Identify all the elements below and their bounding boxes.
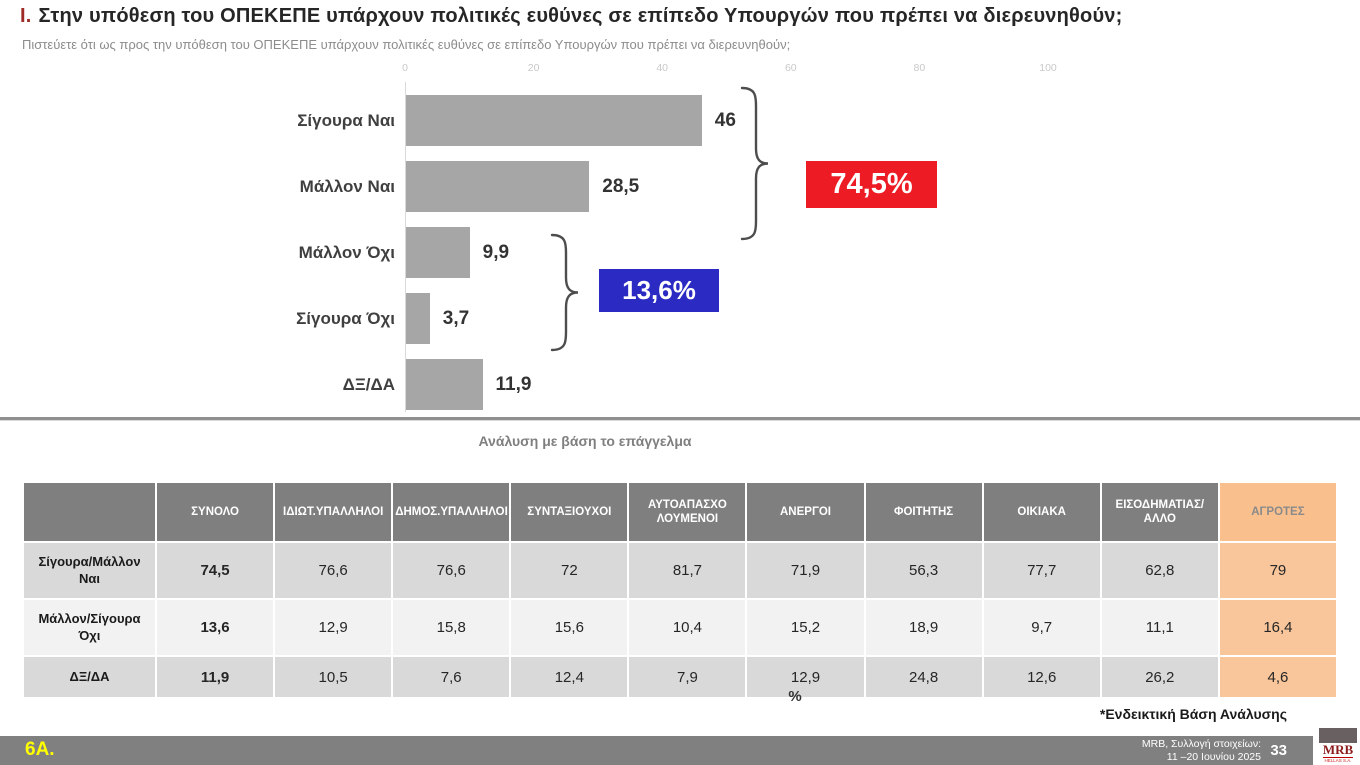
table-cell: 18,9 (865, 600, 982, 655)
table-cell: 56,3 (865, 543, 982, 598)
logo-mark (1319, 728, 1357, 743)
table-cell: 12,4 (511, 657, 628, 697)
table-cell: 7,6 (393, 657, 510, 697)
table-cell: 71,9 (747, 543, 864, 598)
x-axis-tick: 0 (402, 62, 408, 74)
table-cell: 76,6 (275, 543, 392, 598)
table-header-cell: ΕΙΣΟΔΗΜΑΤΙΑΣ/ ΑΛΛΟ (1101, 483, 1218, 541)
table-cell: 15,6 (511, 600, 628, 655)
bar (406, 161, 590, 212)
page-title: Ι. Στην υπόθεση του ΟΠΕΚΕΠΕ υπάρχουν πολι… (20, 5, 1123, 28)
summary-badge-no: 13,6% (599, 269, 719, 312)
bar-value-label: 11,9 (495, 374, 532, 395)
bar-row: Μάλλον Όχι 9,9 (0, 227, 1360, 278)
row-label-cell: Μάλλον/Σίγουρα Όχι (24, 600, 155, 655)
footer-bar: 6Α. MRB, Συλλογή στοιχείων: 11 –20 Ιουνί… (0, 736, 1313, 765)
unit-label: % (788, 688, 802, 705)
table-header-cell: ΔΗΜΟΣ.ΥΠΑΛΛΗΛΟΙ (393, 483, 510, 541)
table-cell: 11,1 (1101, 600, 1218, 655)
bar-value-label: 46 (714, 110, 736, 131)
table-header-cell: ΟΙΚΙΑΚΑ (983, 483, 1100, 541)
source-line1: MRB, Συλλογή στοιχείων: (1141, 738, 1261, 750)
table-cell: 12,9 (275, 600, 392, 655)
table-cell: 62,8 (1101, 543, 1218, 598)
table-header-cell: ΣΥΝΤΑΞΙΟΥΧΟΙ (511, 483, 628, 541)
table-cell: 15,8 (393, 600, 510, 655)
table-cell: 4,6 (1219, 657, 1336, 697)
analysis-table-wrap: ΣΥΝΟΛΟ ΙΔΙΩΤ.ΥΠΑΛΛΗΛΟΙ ΔΗΜΟΣ.ΥΠΑΛΛΗΛΟΙ ΣΥΝΤ… (22, 481, 1338, 699)
bar-row: Σίγουρα Όχι 3,7 (0, 293, 1360, 344)
table-cell: 24,8 (865, 657, 982, 697)
x-axis-tick: 80 (913, 62, 926, 74)
table-cell: 12,9 (747, 657, 864, 697)
table-row: Μάλλον/Σίγουρα Όχι 13,6 12,9 15,8 15,6 10,4 15… (24, 600, 1336, 655)
y-axis-line (405, 82, 406, 412)
mrb-logo: MRB HELLAS S.A. (1316, 727, 1360, 765)
bar-category-label: Σίγουρα Ναι (297, 111, 395, 130)
table-cell: 81,7 (629, 543, 746, 598)
table-cell: 9,7 (983, 600, 1100, 655)
bar-row: Μάλλον Ναι 28,5 (0, 161, 1360, 212)
bar-value-label: 3,7 (442, 308, 470, 329)
table-header-cell: ΑΓΡΟΤΕΣ (1219, 483, 1336, 541)
table-cell: 11,9 (157, 657, 274, 697)
source-line2: 11 –20 Ιουνίου 2025 (1166, 750, 1261, 763)
bar-row: ΔΞ/ΔΑ 11,9 (0, 359, 1360, 410)
bar-category-label: Σίγουρα Όχι (296, 309, 395, 328)
table-cell: 13,6 (157, 600, 274, 655)
analysis-caption: Ανάλυση με βάση το επάγγελμα (478, 433, 692, 449)
table-cell: 16,4 (1219, 600, 1336, 655)
table-header-cell (24, 483, 155, 541)
analysis-table: ΣΥΝΟΛΟ ΙΔΙΩΤ.ΥΠΑΛΛΗΛΟΙ ΔΗΜΟΣ.ΥΠΑΛΛΗΛΟΙ ΣΥΝΤ… (22, 481, 1338, 699)
table-cell: 74,5 (157, 543, 274, 598)
table-cell: 26,2 (1101, 657, 1218, 697)
table-row: ΔΞ/ΔΑ 11,9 10,5 7,6 12,4 7,9 12,9 24,8 12,6 26,2 4… (24, 657, 1336, 697)
table-header-cell: ΑΥΤΟΑΠΑΣΧΟ ΛΟΥΜΕΝΟΙ (629, 483, 746, 541)
title-text: Στην υπόθεση του ΟΠΕΚΕΠΕ υπάρχουν πολιτι… (38, 5, 1123, 27)
bar-value-label: 28,5 (602, 176, 640, 197)
table-cell: 12,6 (983, 657, 1100, 697)
logo-text: MRB (1322, 742, 1354, 758)
section-divider (0, 417, 1360, 421)
bar-category-label: Μάλλον Όχι (298, 243, 395, 262)
source-note: MRB, Συλλογή στοιχείων: 11 –20 Ιουνίου 2… (1142, 738, 1261, 763)
bar-category-label: Μάλλον Ναι (299, 177, 395, 196)
bar-chart: 0 20 40 60 80 100 Σίγουρα Ναι 46 Μάλλον Ναι 28,5… (0, 58, 1360, 416)
row-label-cell: ΔΞ/ΔΑ (24, 657, 155, 697)
bar-category-label: ΔΞ/ΔΑ (342, 375, 395, 394)
summary-badge-yes: 74,5% (806, 161, 937, 208)
x-axis-tick: 20 (527, 62, 540, 74)
table-cell: 10,4 (629, 600, 746, 655)
bar (406, 293, 430, 344)
slide-code: 6Α. (25, 739, 55, 760)
table-cell: 77,7 (983, 543, 1100, 598)
table-row: Σίγουρα/Μάλλον Ναι 74,5 76,6 76,6 72 81,7 71,9… (24, 543, 1336, 598)
table-cell: 76,6 (393, 543, 510, 598)
x-axis-tick: 100 (1039, 62, 1057, 74)
table-cell: 15,2 (747, 600, 864, 655)
logo-subtext: HELLAS S.A. (1324, 757, 1352, 763)
x-axis-tick: 60 (784, 62, 797, 74)
x-axis-tick: 40 (656, 62, 669, 74)
table-cell: 10,5 (275, 657, 392, 697)
page-subtitle: Πιστεύετε ότι ως προς την υπόθεση του ΟΠ… (22, 37, 791, 52)
bar-row: Σίγουρα Ναι 46 (0, 95, 1360, 146)
row-label-cell: Σίγουρα/Μάλλον Ναι (24, 543, 155, 598)
bar (406, 95, 702, 146)
table-header-cell: ΦΟΙΤΗΤΗΣ (865, 483, 982, 541)
table-header-cell: ΙΔΙΩΤ.ΥΠΑΛΛΗΛΟΙ (275, 483, 392, 541)
table-cell: 72 (511, 543, 628, 598)
table-cell: 79 (1219, 543, 1336, 598)
bar (406, 227, 470, 278)
bar (406, 359, 483, 410)
table-header-cell: ΣΥΝΟΛΟ (157, 483, 274, 541)
page-number: 33 (1270, 742, 1287, 759)
footnote: *Ενδεικτική Βάση Ανάλυσης (1099, 706, 1287, 722)
table-header-cell: ΑΝΕΡΓΟΙ (747, 483, 864, 541)
bar-value-label: 9,9 (482, 242, 510, 263)
title-index: Ι. (20, 5, 32, 27)
table-cell: 7,9 (629, 657, 746, 697)
